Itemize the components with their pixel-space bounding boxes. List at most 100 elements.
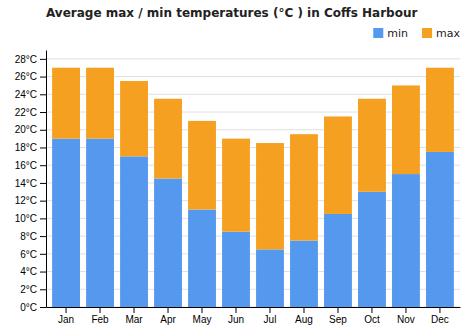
tick: 6°C bbox=[20, 249, 46, 260]
tick: 10°C bbox=[15, 213, 46, 224]
legend-swatch bbox=[373, 28, 383, 38]
tick-label: 14°C bbox=[15, 178, 37, 189]
tick-mark bbox=[405, 307, 406, 313]
tick-label: 24°C bbox=[15, 89, 37, 100]
axis-line bbox=[47, 307, 461, 308]
bar bbox=[120, 156, 148, 307]
tick: 2°C bbox=[20, 284, 46, 295]
tick: Apr bbox=[160, 307, 176, 325]
bar bbox=[256, 143, 284, 249]
tick-label: May bbox=[193, 314, 212, 325]
tick-label: 20°C bbox=[15, 124, 37, 135]
tick-label: Apr bbox=[160, 314, 176, 325]
tick-label: Jun bbox=[228, 314, 244, 325]
tick-mark bbox=[269, 307, 270, 313]
legend: min max bbox=[373, 27, 460, 40]
tick-label: Nov bbox=[397, 314, 415, 325]
tick: 14°C bbox=[15, 178, 46, 189]
tick: 0°C bbox=[20, 302, 46, 313]
tick-mark bbox=[40, 94, 46, 95]
bar bbox=[392, 85, 420, 174]
tick-mark bbox=[40, 272, 46, 273]
y-axis: 0°C2°C4°C6°C8°C10°C12°C14°C16°C18°C20°C2… bbox=[15, 51, 47, 313]
tick-mark bbox=[40, 218, 46, 219]
tick-label: 2°C bbox=[20, 284, 37, 295]
bar bbox=[392, 174, 420, 307]
tick-label: 26°C bbox=[15, 71, 37, 82]
bar bbox=[86, 68, 114, 139]
bar bbox=[188, 121, 216, 210]
tick-label: Jul bbox=[264, 314, 277, 325]
tick-label: Mar bbox=[125, 314, 143, 325]
tick-mark bbox=[40, 289, 46, 290]
tick: Jan bbox=[58, 307, 74, 325]
tick-label: 28°C bbox=[15, 54, 37, 65]
tick-label: Sep bbox=[329, 314, 347, 325]
tick-mark bbox=[100, 307, 101, 313]
tick-mark bbox=[202, 307, 203, 313]
bar bbox=[426, 152, 454, 307]
tick-label: 18°C bbox=[15, 142, 37, 153]
legend-label: max bbox=[436, 27, 460, 40]
bar bbox=[222, 139, 250, 232]
bar bbox=[154, 179, 182, 308]
tick: Jul bbox=[264, 307, 277, 325]
tick: May bbox=[193, 307, 212, 325]
bar bbox=[290, 241, 318, 307]
bar bbox=[86, 139, 114, 307]
tick-mark bbox=[40, 183, 46, 184]
tick-mark bbox=[168, 307, 169, 313]
grid bbox=[46, 59, 460, 307]
tick-mark bbox=[134, 307, 135, 313]
tick-label: 0°C bbox=[20, 302, 37, 313]
legend-label: min bbox=[387, 27, 408, 40]
title: Average max / min temperatures (°C ) in … bbox=[46, 6, 417, 20]
bar bbox=[290, 134, 318, 240]
tick-label: 12°C bbox=[15, 195, 37, 206]
tick: 12°C bbox=[15, 195, 46, 206]
tick-label: 6°C bbox=[20, 249, 37, 260]
bar bbox=[188, 210, 216, 307]
tick: 8°C bbox=[20, 231, 46, 242]
tick: 26°C bbox=[15, 71, 46, 82]
tick-mark bbox=[40, 165, 46, 166]
tick: Mar bbox=[125, 307, 143, 325]
plot: 0°C2°C4°C6°C8°C10°C12°C14°C16°C18°C20°C2… bbox=[15, 51, 461, 326]
tick-mark bbox=[40, 236, 46, 237]
bars bbox=[52, 68, 454, 307]
tick-mark bbox=[40, 201, 46, 202]
axis-line bbox=[46, 51, 47, 308]
bar bbox=[52, 68, 80, 139]
tick-mark bbox=[40, 254, 46, 255]
tick-mark bbox=[236, 307, 237, 313]
legend-item: max bbox=[422, 27, 460, 40]
tick-mark bbox=[439, 307, 440, 313]
chart: 0°C2°C4°C6°C8°C10°C12°C14°C16°C18°C20°C2… bbox=[0, 0, 474, 331]
bar-series bbox=[52, 68, 454, 250]
tick-mark bbox=[40, 307, 46, 308]
tick: 24°C bbox=[15, 89, 46, 100]
tick-mark bbox=[40, 59, 46, 60]
bar bbox=[222, 232, 250, 307]
tick-mark bbox=[40, 77, 46, 78]
bar bbox=[358, 99, 386, 192]
tick: 18°C bbox=[15, 142, 46, 153]
tick-mark bbox=[40, 130, 46, 131]
tick: Dec bbox=[431, 307, 449, 325]
grid-line bbox=[46, 58, 460, 59]
tick: 22°C bbox=[15, 107, 46, 118]
bar bbox=[52, 139, 80, 307]
tick-mark bbox=[303, 307, 304, 313]
tick-label: Feb bbox=[91, 314, 109, 325]
tick-label: 16°C bbox=[15, 160, 37, 171]
tick-mark bbox=[40, 147, 46, 148]
tick-mark bbox=[337, 307, 338, 313]
tick-mark bbox=[40, 112, 46, 113]
bar bbox=[154, 99, 182, 179]
tick: Feb bbox=[91, 307, 109, 325]
tick-label: Oct bbox=[364, 314, 380, 325]
tick-label: Dec bbox=[431, 314, 449, 325]
tick-label: 10°C bbox=[15, 213, 37, 224]
legend-item: min bbox=[373, 27, 408, 40]
bar bbox=[426, 68, 454, 152]
